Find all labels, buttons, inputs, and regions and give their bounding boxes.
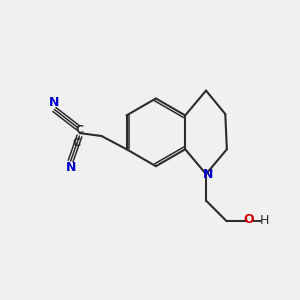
Text: N: N bbox=[49, 96, 60, 109]
Text: N: N bbox=[65, 161, 76, 174]
Text: C: C bbox=[72, 138, 81, 148]
Text: C: C bbox=[75, 124, 83, 134]
Text: H: H bbox=[260, 214, 270, 227]
Text: N: N bbox=[203, 168, 214, 181]
Text: O: O bbox=[243, 213, 254, 226]
